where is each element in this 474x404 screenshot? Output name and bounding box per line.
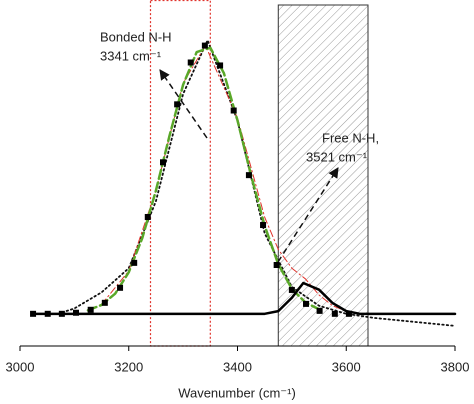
marker — [117, 284, 124, 291]
series-line — [35, 281, 457, 316]
annotation: 3341 cm⁻¹ — [100, 48, 162, 63]
series-line — [86, 46, 321, 312]
x-tick-label: 3200 — [114, 359, 143, 374]
marker — [101, 299, 108, 306]
annotation: Free N-H, — [322, 130, 379, 145]
marker — [44, 310, 51, 317]
marker — [303, 300, 310, 307]
x-axis-label: Wavenumber (cm⁻¹) — [178, 385, 296, 400]
marker — [245, 172, 252, 179]
marker — [73, 309, 80, 316]
marker — [273, 261, 280, 268]
marker — [331, 310, 338, 317]
marker — [160, 159, 167, 166]
marker — [58, 310, 65, 317]
annotation: Bonded N-H — [100, 29, 172, 44]
series-line — [57, 39, 456, 327]
marker — [30, 310, 37, 317]
marker — [174, 101, 181, 108]
marker — [316, 307, 323, 314]
marker — [144, 213, 151, 220]
marker — [217, 62, 224, 69]
x-tick-label: 3800 — [441, 359, 470, 374]
arrow — [277, 167, 339, 263]
x-tick-label: 3400 — [223, 359, 252, 374]
marker — [187, 59, 194, 66]
marker — [260, 222, 267, 229]
region — [149, 0, 211, 347]
marker — [288, 286, 295, 293]
x-tick-label: 3000 — [6, 359, 35, 374]
marker — [345, 310, 352, 317]
arrow — [159, 69, 208, 139]
x-tick-label: 3600 — [332, 359, 361, 374]
marker — [131, 259, 138, 266]
annotation: 3521 cm⁻¹ — [306, 149, 368, 164]
marker — [230, 107, 237, 114]
marker — [201, 42, 208, 49]
marker — [87, 306, 94, 313]
